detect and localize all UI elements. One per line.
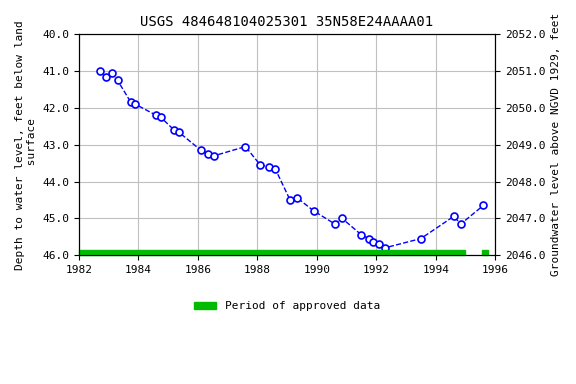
Title: USGS 484648104025301 35N58E24AAAA01: USGS 484648104025301 35N58E24AAAA01 — [141, 15, 434, 29]
Y-axis label: Depth to water level, feet below land
 surface: Depth to water level, feet below land su… — [15, 20, 37, 270]
Bar — [482, 250, 488, 255]
Y-axis label: Groundwater level above NGVD 1929, feet: Groundwater level above NGVD 1929, feet — [551, 13, 561, 276]
Legend: Period of approved data: Period of approved data — [190, 297, 385, 316]
Bar — [79, 250, 465, 255]
